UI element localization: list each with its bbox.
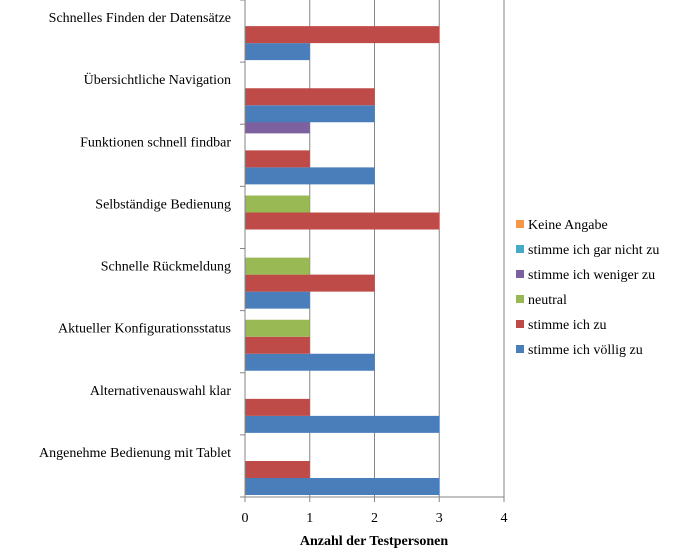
bar <box>245 257 310 275</box>
legend-swatch <box>516 295 524 303</box>
category-label: Angenehme Bedienung mit Tablet <box>39 446 231 461</box>
legend-label: stimme ich zu <box>528 318 607 333</box>
legend-label: Keine Angabe <box>528 218 608 233</box>
legend-label: stimme ich gar nicht zu <box>528 243 659 258</box>
category-labels: Angenehme Bedienung mit Tablet Alternativ… <box>39 11 231 461</box>
category-label: Übersichtliche Navigation <box>84 71 231 88</box>
bar <box>245 150 310 168</box>
bar <box>245 274 375 292</box>
x-tick-label: 2 <box>371 511 378 526</box>
bar <box>245 88 375 106</box>
bar <box>245 319 310 337</box>
bar <box>245 291 310 309</box>
bar <box>245 26 440 44</box>
legend-label: stimme ich völlig zu <box>528 343 643 358</box>
legend-swatch <box>516 245 524 253</box>
legend-label: stimme ich weniger zu <box>528 268 655 283</box>
category-label: Selbständige Bedienung <box>95 197 231 212</box>
x-tick-label: 0 <box>242 511 249 526</box>
bar <box>245 43 310 61</box>
bar <box>245 478 440 495</box>
bar <box>245 398 310 416</box>
x-axis-title: Anzahl der Testpersonen <box>300 534 449 549</box>
x-tick-labels: 0 1 2 3 4 <box>242 511 508 526</box>
category-label: Schnelle Rückmeldung <box>101 260 231 275</box>
axes <box>240 0 505 502</box>
category-label: Alternativenauswahl klar <box>90 384 231 399</box>
bar <box>245 415 440 433</box>
category-label: Schnelles Finden der Datensätze <box>49 11 231 26</box>
legend-swatch <box>516 345 524 353</box>
legend: Keine Angabe stimme ich gar nicht zu stimm… <box>516 218 659 358</box>
bar <box>245 461 310 478</box>
bar <box>245 336 310 354</box>
bar <box>245 212 440 230</box>
bar <box>245 195 310 213</box>
legend-swatch <box>516 220 524 228</box>
bar <box>245 167 375 185</box>
x-tick-label: 1 <box>306 511 313 526</box>
bars <box>245 26 440 495</box>
legend-label: neutral <box>528 293 567 308</box>
category-label: Aktueller Konfigurationsstatus <box>58 322 231 337</box>
x-tick-label: 3 <box>436 511 443 526</box>
legend-swatch <box>516 320 524 328</box>
bar <box>245 105 375 123</box>
category-label: Funktionen schnell findbar <box>80 135 231 150</box>
x-tick-label: 4 <box>501 511 508 526</box>
bar <box>245 353 375 371</box>
legend-swatch <box>516 270 524 278</box>
